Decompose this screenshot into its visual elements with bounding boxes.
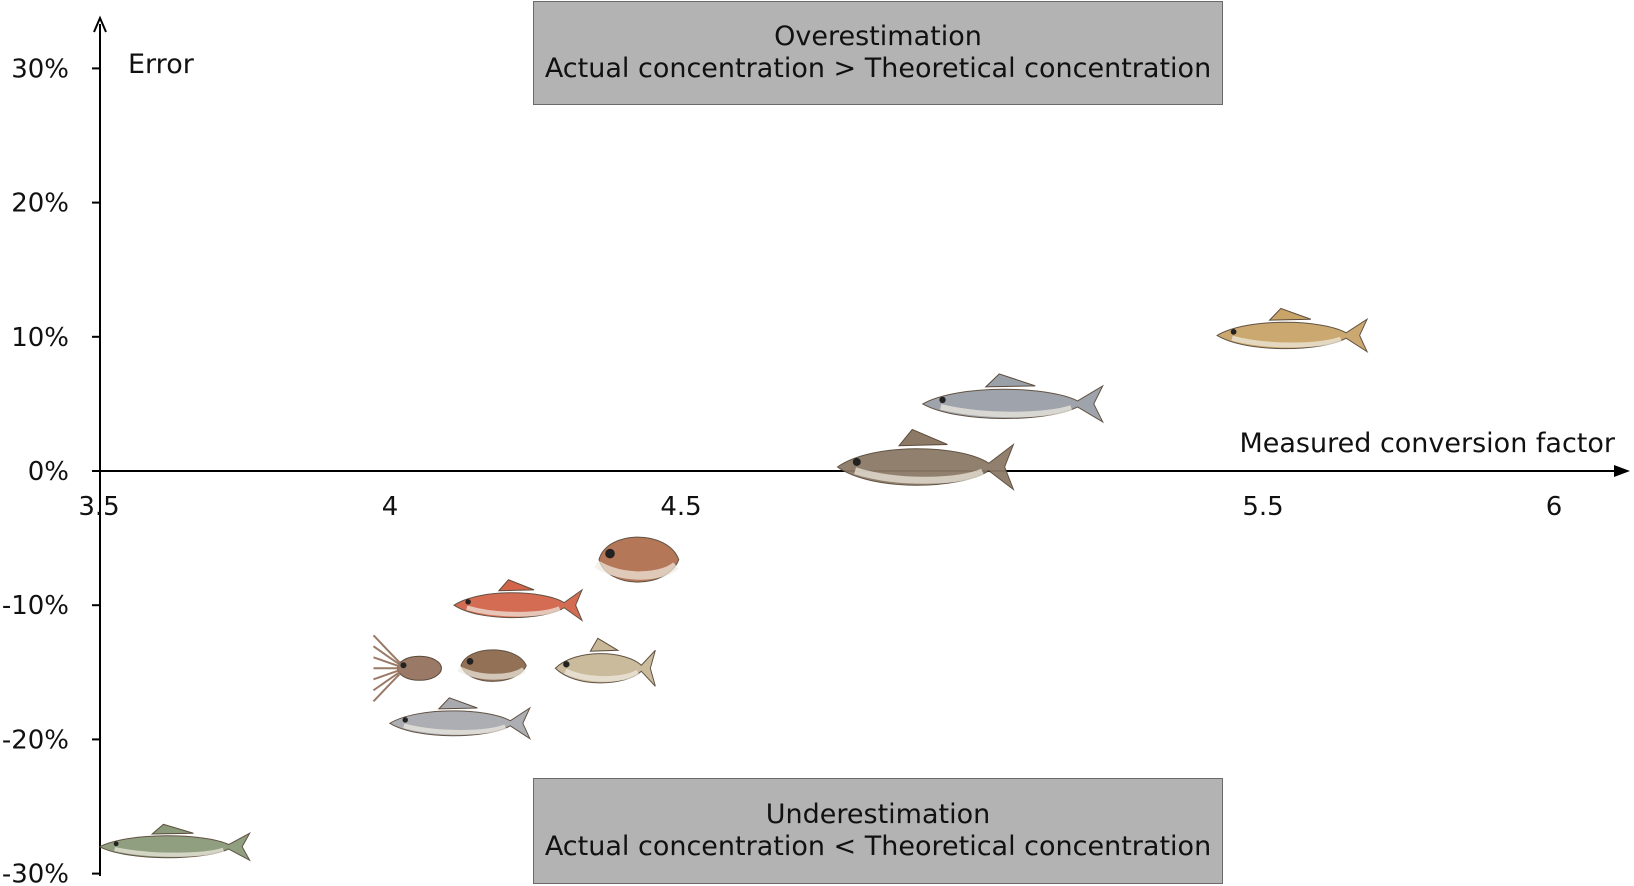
plaice-image: [594, 536, 680, 583]
y-axis-label: Error: [128, 49, 195, 80]
y-tick-label: 30%: [11, 54, 69, 84]
y-axis-arrow: [93, 15, 107, 33]
overestimation-box: Overestimation Actual concentration > Th…: [533, 1, 1223, 105]
y-tick-label: 10%: [11, 323, 69, 353]
x-tick-label: 3.5: [78, 492, 119, 522]
pollack-image: [1216, 307, 1369, 354]
x-tick-label: 5.5: [1242, 492, 1283, 522]
y-tick-label: 20%: [11, 189, 69, 219]
hake-image: [921, 373, 1104, 424]
y-tick-label: 0%: [28, 457, 69, 487]
haddock-image: [836, 428, 1015, 491]
overestimation-title: Overestimation: [774, 21, 982, 52]
x-axis-label: Measured conversion factor: [1239, 428, 1615, 459]
underestimation-box: Underestimation Actual concentration < T…: [533, 778, 1223, 884]
gurnard-image: [453, 579, 584, 622]
sea-bream-image: [554, 637, 656, 687]
x-tick-label: 4: [382, 492, 399, 522]
underestimation-text: Actual concentration < Theoretical conce…: [544, 831, 1212, 862]
horse-mackerel-image: [388, 697, 532, 740]
overestimation-text: Actual concentration > Theoretical conce…: [544, 53, 1212, 84]
x-tick-label: 6: [1546, 492, 1563, 522]
cuttlefish-image: [457, 649, 527, 682]
mackerel-image: [98, 823, 251, 862]
x-axis-arrow: [1614, 465, 1630, 477]
y-tick-label: -10%: [2, 591, 69, 621]
y-tick-label: -30%: [2, 860, 69, 886]
x-tick-label: 4.5: [660, 492, 701, 522]
squid-image: [372, 634, 442, 702]
y-tick-label: -20%: [2, 725, 69, 755]
underestimation-title: Underestimation: [765, 799, 991, 830]
